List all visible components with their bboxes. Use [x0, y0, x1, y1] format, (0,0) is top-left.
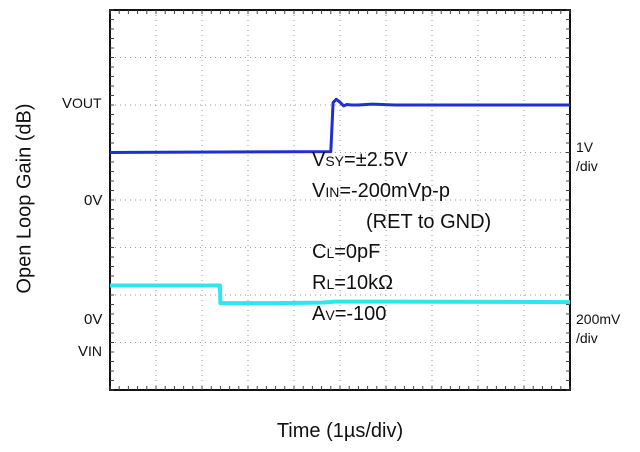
ch2-scale-value: 200mV — [576, 311, 621, 327]
ch2-scale-label: 200mV /div — [576, 310, 620, 348]
traces — [109, 97, 571, 306]
condition-vsy-sub: SY — [325, 153, 345, 169]
vin-trace — [110, 283, 571, 306]
ch1-scale-value: 1V — [576, 139, 594, 155]
ch2-scale-unit: /div — [576, 330, 598, 346]
condition-vsy-value: =±2.5V — [344, 149, 408, 171]
condition-av-prefix: A — [312, 303, 326, 325]
vin-label-sub: IN — [88, 343, 103, 359]
vout-label-sub: OUT — [72, 95, 102, 111]
condition-vsy-prefix: V — [312, 149, 326, 171]
ch1-scale-label: 1V /div — [576, 138, 598, 176]
y-axis-label: Open Loop Gain (dB) — [13, 102, 36, 294]
grid-lines — [109, 9, 571, 391]
condition-vin-prefix: V — [312, 180, 326, 202]
condition-ret: (RET to GND) — [312, 207, 491, 237]
condition-av: AV=-100 — [312, 299, 491, 330]
x-axis-label: Time (1µs/div) — [276, 420, 404, 442]
condition-vsy: VSY=±2.5V — [312, 145, 491, 176]
vout-zero-label: 0V — [84, 192, 103, 209]
vout-trace — [109, 97, 570, 154]
vin-label-main: V — [78, 343, 89, 360]
condition-cl-prefix: C — [312, 241, 327, 263]
condition-cl-value: =0pF — [334, 241, 381, 263]
condition-rl-sub: L — [326, 276, 335, 292]
condition-vin: VIN=-200mVp-p — [312, 176, 491, 207]
ch1-scale-unit: /div — [576, 158, 598, 174]
condition-rl: RL=10kΩ — [312, 268, 491, 299]
y-axis-label-container: Open Loop Gain (dB) — [8, 8, 42, 388]
condition-rl-prefix: R — [312, 272, 327, 294]
vout-label: VOUT — [62, 95, 102, 112]
condition-vin-sub: IN — [325, 184, 340, 200]
condition-vin-value: =-200mVp-p — [339, 180, 450, 202]
condition-rl-value: =10kΩ — [334, 272, 394, 294]
vin-label: VIN — [78, 343, 102, 360]
vin-zero-label: 0V — [84, 311, 103, 328]
vout-label-main: V — [62, 95, 73, 112]
condition-cl-sub: L — [326, 245, 335, 261]
condition-cl: CL=0pF — [312, 237, 491, 268]
condition-av-value: =-100 — [334, 303, 387, 325]
condition-av-sub: V — [325, 307, 335, 323]
condition-ret-value: (RET to GND) — [366, 211, 492, 233]
test-conditions: VSY=±2.5V VIN=-200mVp-p (RET to GND) CL=… — [312, 145, 491, 330]
